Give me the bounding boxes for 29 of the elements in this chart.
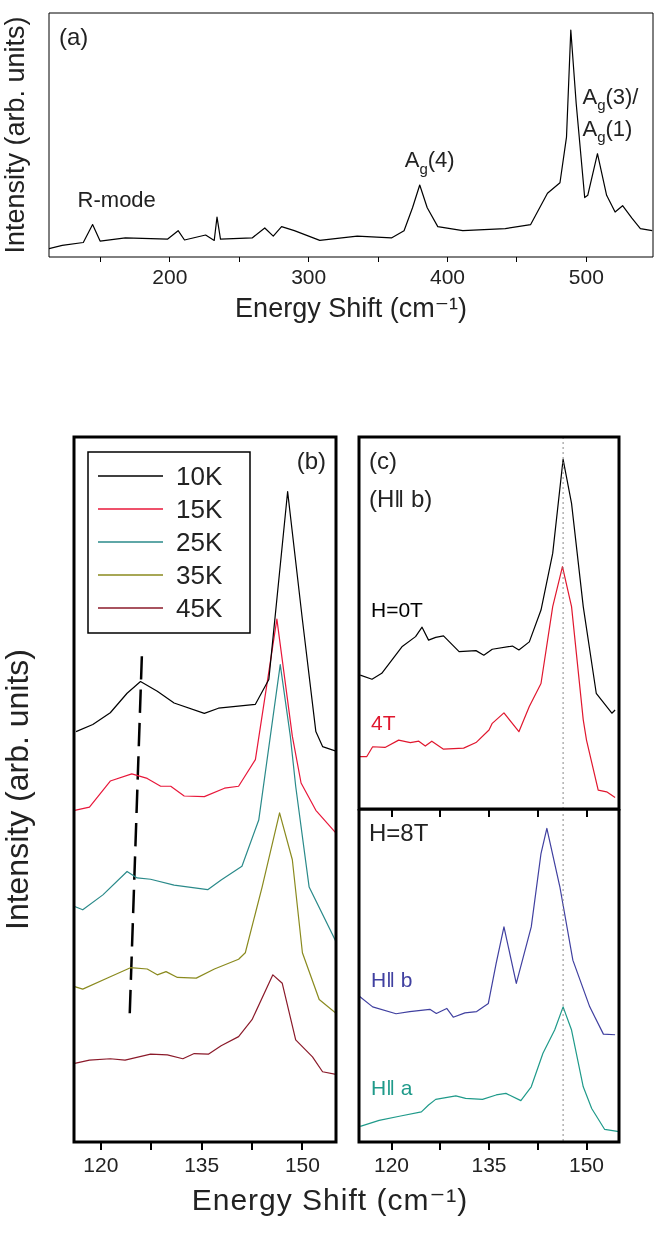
series-label: H‖ a (371, 1076, 413, 1099)
text: (b) (296, 447, 327, 474)
x-tick-label: 200 (152, 265, 188, 289)
x-tick-label: 300 (291, 265, 327, 289)
series-label: H‖ b (371, 967, 413, 991)
annotation: (a) (59, 23, 89, 50)
series-label: H=0T (371, 598, 424, 622)
legend-label: 45K (176, 593, 223, 623)
legend-label: 25K (176, 527, 223, 557)
x-tick-label: 150 (568, 1153, 605, 1177)
annotation: (c) (369, 447, 397, 474)
y-axis-title: Intensity (arb. units) (0, 16, 30, 254)
annotation: R-mode (77, 186, 156, 212)
x-tick-label: 400 (429, 265, 466, 289)
x-axis-title: Energy Shift (cm⁻¹) (190, 1182, 470, 1217)
x-axis-title: Energy Shift (cm⁻¹) (235, 293, 467, 324)
x-tick-label: 135 (471, 1153, 507, 1177)
legend-label: 35K (176, 560, 223, 590)
annotation: H=8T (369, 819, 429, 846)
series-label: 4T (371, 711, 396, 735)
x-tick-label: 150 (284, 1153, 320, 1177)
legend-label: 15K (176, 494, 223, 524)
legend-label: 10K (176, 461, 223, 491)
y-axis-title: Intensity (arb. units) (0, 649, 36, 930)
annotation: (H‖ b) (369, 485, 433, 513)
x-tick-label: 135 (184, 1153, 220, 1177)
x-tick-label: 120 (373, 1153, 410, 1177)
x-tick-label: 120 (83, 1153, 119, 1177)
x-tick-label: 500 (568, 265, 604, 289)
